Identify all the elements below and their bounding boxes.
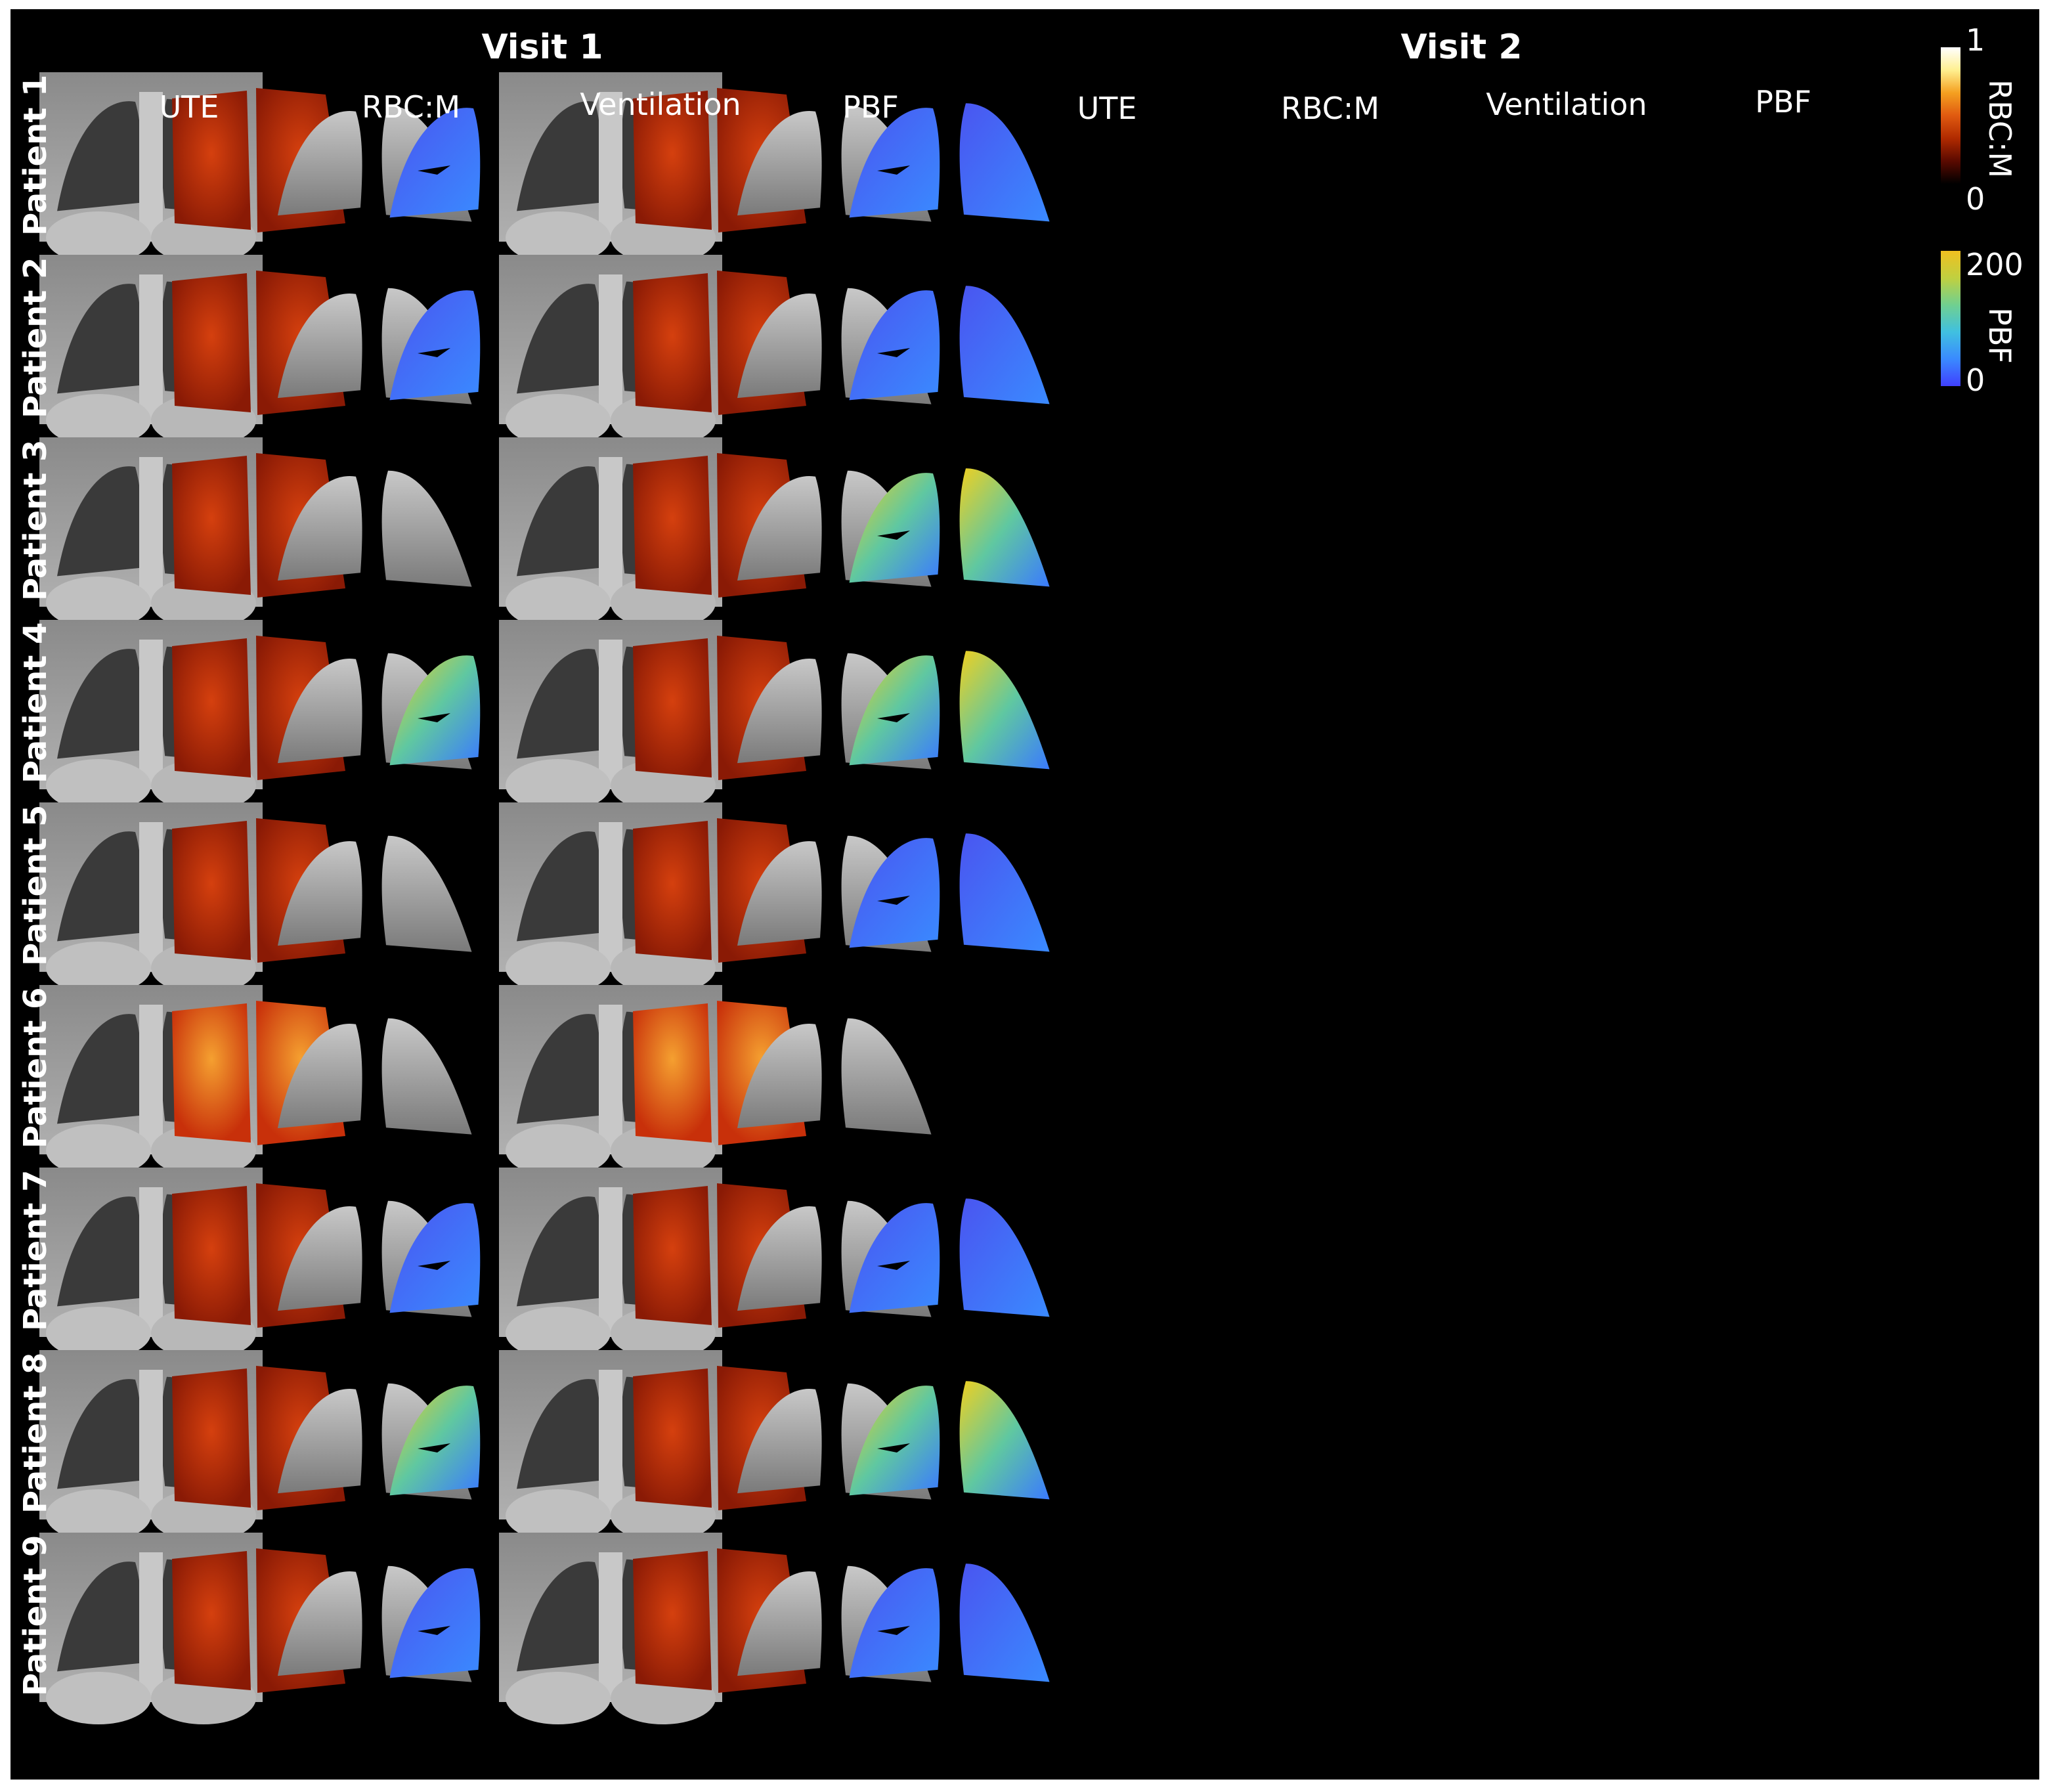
ventilation-map [278, 835, 472, 952]
ventilation-map [278, 470, 472, 587]
patient-label: Patient 7 [17, 1169, 54, 1331]
column-pbf-v1: PBF [842, 89, 899, 125]
column-rbcm-v2: RBC:M [1280, 91, 1380, 126]
patient-label: Patient 8 [17, 1352, 54, 1514]
figure-panel: Visit 1 Visit 2 UTE RBC:M Ventilation PB… [11, 9, 2039, 1780]
pbf-colorbar-min: 0 [1966, 362, 1985, 398]
patient-label: Patient 1 [17, 74, 54, 236]
pbf-map [849, 1381, 1050, 1500]
column-pbf-v2: PBF [1755, 84, 1811, 120]
patient-label: Patient 9 [17, 1535, 54, 1696]
column-rbcm-v1: RBC:M [361, 89, 461, 125]
visit-1-title: Visit 1 [481, 28, 603, 67]
pbf-map [849, 1563, 1050, 1682]
patient-label: Patient 6 [17, 987, 54, 1148]
column-ute-v1: UTE [159, 89, 219, 125]
patient-label: Patient 2 [17, 257, 54, 418]
pbf-colorbar-max: 200 [1966, 247, 2024, 282]
patient-label: Patient 5 [17, 804, 54, 966]
ventilation-map [278, 1018, 472, 1135]
pbf-map [849, 468, 1050, 587]
rbcm-colorbar-max: 1 [1966, 22, 1985, 58]
patient-label: Patient 3 [17, 439, 54, 601]
column-ute-v2: UTE [1077, 91, 1137, 126]
pbf-map [849, 103, 1050, 222]
ventilation-map [737, 1018, 932, 1135]
image-grid [39, 72, 1050, 1724]
pbf-map [849, 1198, 1050, 1317]
rbcm-colorbar-min: 0 [1966, 181, 1985, 217]
rbcm-colorbar-label: RBC:M [1982, 79, 2018, 179]
patient-label: Patient 4 [17, 622, 54, 783]
pbf-colorbar [1941, 251, 1960, 386]
column-ventilation-v2: Ventilation [1486, 87, 1647, 122]
column-ventilation-v1: Ventilation [580, 87, 741, 122]
pbf-colorbar-label: PBF [1982, 307, 2018, 364]
pbf-map [849, 833, 1050, 952]
pbf-map [849, 651, 1050, 770]
rbcm-colorbar [1941, 47, 1960, 184]
visit-2-title: Visit 2 [1400, 28, 1523, 67]
pbf-map [849, 286, 1050, 404]
